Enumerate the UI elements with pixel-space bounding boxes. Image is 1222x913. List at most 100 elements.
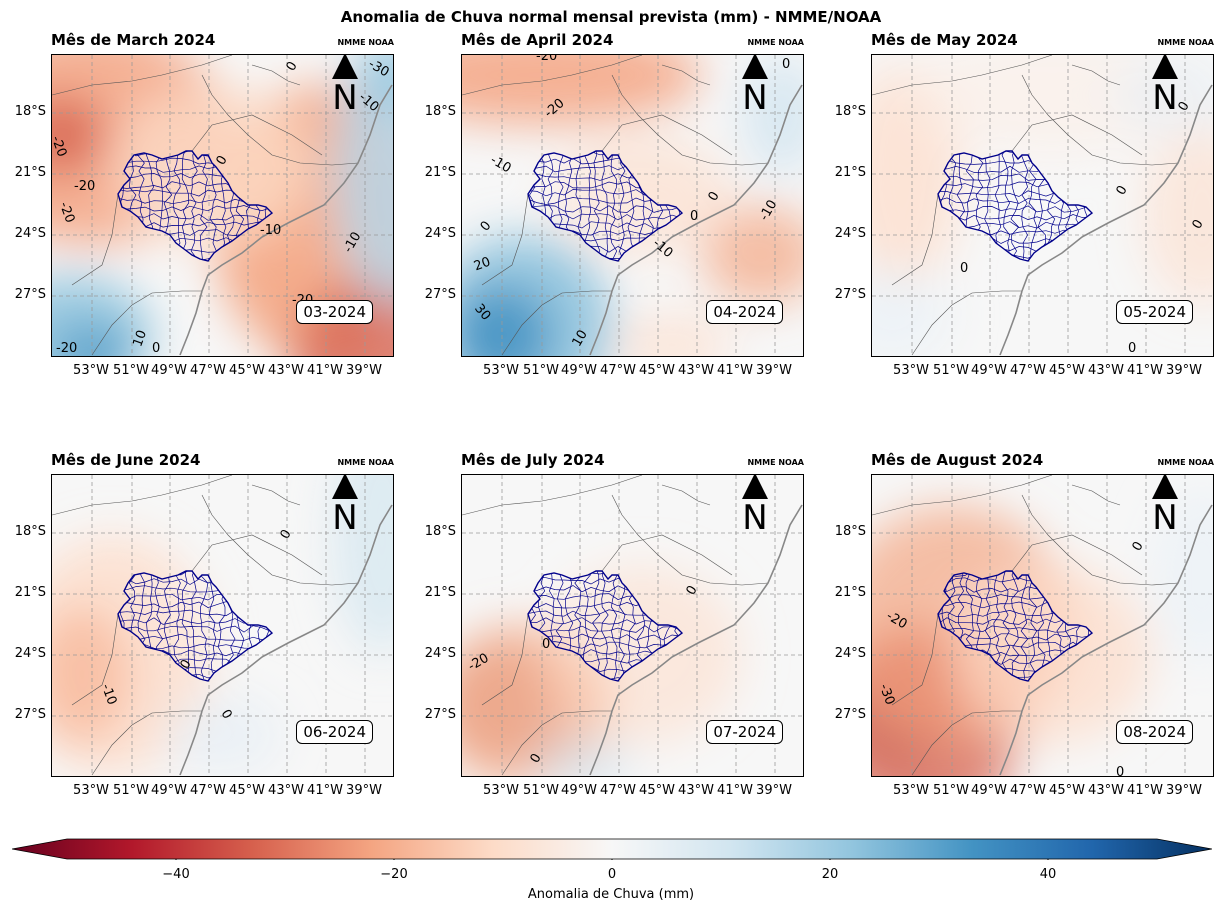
x-tick-label: 41°W xyxy=(307,783,343,798)
anomaly-map: 0 -20 -30 0 N 08-2024 xyxy=(871,474,1214,777)
north-label: N xyxy=(1152,498,1178,538)
north-arrow-triangle xyxy=(1152,55,1178,79)
panel-title: Mês de July 2024 xyxy=(461,451,605,469)
anomaly-field xyxy=(52,95,107,175)
contour-label: 0 xyxy=(1116,765,1125,777)
contour-label: 0 xyxy=(690,209,699,224)
contour-label: 0 xyxy=(542,637,551,652)
y-tick-label: 21°S xyxy=(424,165,456,180)
y-tick-label: 18°S xyxy=(14,104,46,119)
state-border xyxy=(911,290,1022,356)
state-border xyxy=(91,710,202,776)
x-tick-label: 45°W xyxy=(229,363,265,378)
state-border xyxy=(191,114,323,156)
x-tick-label: 49°W xyxy=(971,783,1007,798)
x-tick-label: 39°W xyxy=(1166,363,1202,378)
state-border xyxy=(661,484,711,506)
coastline xyxy=(201,504,393,712)
anomaly-field xyxy=(542,565,742,745)
state-border xyxy=(872,55,1053,96)
state-border xyxy=(1011,534,1143,576)
panel-credit: NMME NOAA xyxy=(747,458,804,467)
x-tick-label: 51°W xyxy=(113,783,149,798)
x-axis: 53°W 51°W 49°W 47°W 45°W 43°W 41°W 39°W xyxy=(871,783,1214,801)
date-label: 03-2024 xyxy=(296,300,373,324)
contour-label: -10 xyxy=(260,223,282,238)
state-border xyxy=(911,710,1022,776)
x-tick-label: 49°W xyxy=(561,363,597,378)
anomaly-field xyxy=(332,55,393,305)
x-tick-label: 39°W xyxy=(1166,783,1202,798)
x-tick-label: 45°W xyxy=(229,783,265,798)
north-arrow-icon: N xyxy=(330,475,360,535)
x-tick-label: 51°W xyxy=(113,363,149,378)
state-border xyxy=(251,64,301,86)
state-border xyxy=(611,494,769,586)
date-label: 04-2024 xyxy=(706,300,783,324)
state-border xyxy=(52,475,233,516)
sao-paulo-state xyxy=(117,150,274,262)
state-border xyxy=(1071,484,1121,506)
panel-title: Mês de May 2024 xyxy=(871,31,1018,49)
state-border xyxy=(1011,114,1143,156)
state-border xyxy=(481,193,529,286)
north-arrow-triangle xyxy=(1152,475,1178,499)
y-tick-label: 21°S xyxy=(424,585,456,600)
state-border xyxy=(601,534,733,576)
y-tick-label: 27°S xyxy=(424,287,456,302)
x-tick-label: 43°W xyxy=(1088,783,1124,798)
x-tick-label: 53°W xyxy=(73,783,109,798)
panel-credit: NMME NOAA xyxy=(1157,38,1214,47)
figure-title: Anomalia de Chuva normal mensal prevista… xyxy=(340,8,882,26)
north-arrow-triangle xyxy=(742,55,768,79)
sao-paulo-state xyxy=(527,150,684,262)
x-tick-label: 49°W xyxy=(971,363,1007,378)
map-panel: Mês de April 2024 NMME NOAA -20 0 -20 -10 0 0 -1… xyxy=(425,31,804,378)
y-tick-label: 27°S xyxy=(14,287,46,302)
panel-title: Mês de April 2024 xyxy=(461,31,614,49)
x-axis: 53°W 51°W 49°W 47°W 45°W 43°W 41°W 39°W xyxy=(461,363,804,381)
y-tick-label: 27°S xyxy=(834,707,866,722)
y-tick-label: 21°S xyxy=(834,585,866,600)
contour-label: 0 xyxy=(152,341,161,356)
x-tick-label: 39°W xyxy=(756,783,792,798)
y-tick-label: 24°S xyxy=(834,646,866,661)
x-tick-label: 41°W xyxy=(717,363,753,378)
x-tick-label: 45°W xyxy=(1049,783,1085,798)
date-label: 05-2024 xyxy=(1116,300,1193,324)
coastline xyxy=(611,504,803,712)
coastline xyxy=(1021,84,1213,292)
state-border xyxy=(462,475,643,516)
colorbar-tick: −20 xyxy=(380,867,408,882)
anomaly-field xyxy=(1142,125,1213,305)
x-tick-label: 43°W xyxy=(268,363,304,378)
panel-title: Mês de March 2024 xyxy=(51,31,216,49)
coastline xyxy=(201,84,393,292)
x-tick-label: 45°W xyxy=(1049,363,1085,378)
x-tick-label: 45°W xyxy=(639,363,675,378)
x-tick-label: 41°W xyxy=(1127,363,1163,378)
x-tick-label: 51°W xyxy=(933,783,969,798)
y-tick-label: 24°S xyxy=(834,226,866,241)
x-axis: 53°W 51°W 49°W 47°W 45°W 43°W 41°W 39°W xyxy=(461,783,804,801)
y-tick-label: 21°S xyxy=(14,165,46,180)
state-border xyxy=(661,64,711,86)
state-border xyxy=(1071,64,1121,86)
state-border xyxy=(71,613,119,706)
x-tick-label: 41°W xyxy=(717,783,753,798)
x-tick-label: 47°W xyxy=(600,783,636,798)
coastline xyxy=(1021,504,1213,712)
y-tick-label: 24°S xyxy=(14,226,46,241)
panel-credit: NMME NOAA xyxy=(747,38,804,47)
x-tick-label: 49°W xyxy=(151,363,187,378)
anomaly-map: 0 0 0 0 0 N 05-2024 xyxy=(871,54,1214,357)
panel-credit: NMME NOAA xyxy=(337,38,394,47)
state-border xyxy=(891,193,939,286)
y-tick-label: 18°S xyxy=(834,104,866,119)
contour-label: -20 xyxy=(56,341,78,356)
contour-label: 0 xyxy=(1128,341,1137,356)
x-tick-label: 45°W xyxy=(639,783,675,798)
x-tick-label: 53°W xyxy=(483,783,519,798)
x-tick-label: 39°W xyxy=(346,783,382,798)
